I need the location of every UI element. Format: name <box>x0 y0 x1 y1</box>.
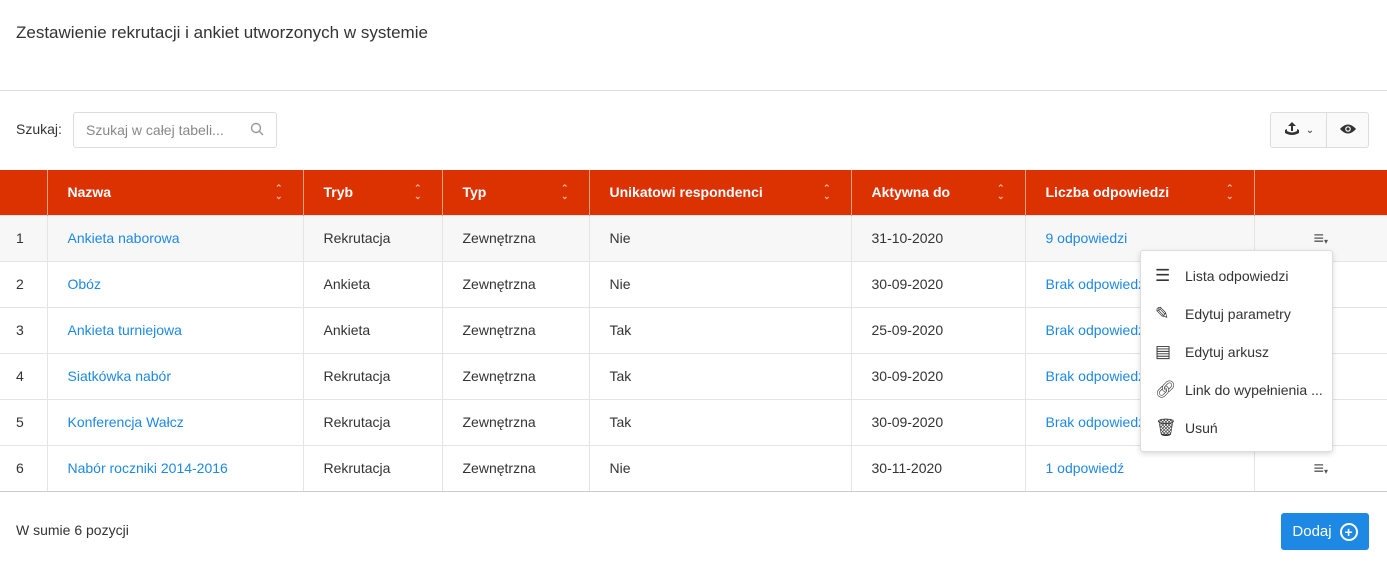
survey-name-link[interactable]: Obóz <box>47 260 304 307</box>
survey-name-link[interactable]: Konferencja Wałcz <box>47 398 304 445</box>
sheet-icon: ▤ <box>1155 342 1172 361</box>
mode-cell: Rekrutacja <box>303 352 443 399</box>
menu-item-label: Usuń <box>1185 420 1218 436</box>
column-header-answers[interactable]: Liczba odpowiedzi ⌃ ⌄ <box>1025 170 1255 215</box>
active-until-cell: 25-09-2020 <box>851 306 1026 353</box>
page-title: Zestawienie rekrutacji i ankiet utworzon… <box>16 23 428 42</box>
answers-link[interactable]: 9 odpowiedzi <box>1025 214 1255 261</box>
add-label: Dodaj <box>1292 523 1332 540</box>
row-number: 5 <box>0 398 48 445</box>
mode-cell: Rekrutacja <box>303 214 443 261</box>
unique-cell: Nie <box>589 214 852 261</box>
answers-link[interactable]: 1 odpowiedź <box>1025 444 1255 492</box>
unique-cell: Nie <box>589 260 852 307</box>
export-button[interactable]: ⌄ <box>1271 113 1327 147</box>
add-button[interactable]: Dodaj + <box>1281 513 1369 550</box>
search-icon <box>250 122 264 139</box>
type-cell: Zewnętrzna <box>442 214 590 261</box>
row-actions-menu: ☰ Lista odpowiedzi ✎ Edytuj parametry ▤ Edytu… <box>1140 250 1333 452</box>
column-header-actions <box>1254 170 1387 215</box>
export-icon <box>1283 121 1301 140</box>
divider <box>0 90 1387 91</box>
menu-item-label: Edytuj parametry <box>1185 306 1291 322</box>
total-count: W sumie 6 pozycji <box>16 522 129 538</box>
active-until-cell: 30-09-2020 <box>851 398 1026 445</box>
mode-cell: Ankieta <box>303 306 443 353</box>
sort-icon: ⌃ ⌄ <box>413 183 422 201</box>
unique-cell: Tak <box>589 352 852 399</box>
chevron-down-icon: ⌄ <box>1305 124 1315 136</box>
column-header-mode[interactable]: Tryb ⌃ ⌄ <box>303 170 443 215</box>
table-row: 5 Konferencja Wałcz Rekrutacja Zewnętrzn… <box>0 398 1387 445</box>
table-tools: ⌄ <box>1270 112 1369 148</box>
search-input[interactable]: Szukaj w całej tabeli... <box>73 112 277 148</box>
menu-item[interactable]: 🗑︎ Usuń <box>1141 409 1332 447</box>
type-cell: Zewnętrzna <box>442 444 590 492</box>
row-number: 4 <box>0 352 48 399</box>
hamburger-menu-icon: ≡▾ <box>1313 227 1329 248</box>
active-until-cell: 30-09-2020 <box>851 260 1026 307</box>
type-cell: Zewnętrzna <box>442 352 590 399</box>
table-row: 1 Ankieta naborowa Rekrutacja Zewnętrzna… <box>0 214 1387 261</box>
mode-cell: Rekrutacja <box>303 398 443 445</box>
survey-name-link[interactable]: Siatkówka nabór <box>47 352 304 399</box>
link-icon: 🔗︎ <box>1155 380 1177 399</box>
survey-name-link[interactable]: Ankieta turniejowa <box>47 306 304 353</box>
type-cell: Zewnętrzna <box>442 398 590 445</box>
surveys-table: Nazwa ⌃ ⌄ Tryb ⌃ ⌄ Typ ⌃ ⌄ Unikatowi responden… <box>0 170 1387 492</box>
menu-item[interactable]: ▤ Edytuj arkusz <box>1141 333 1332 371</box>
survey-name-link[interactable]: Ankieta naborowa <box>47 214 304 261</box>
visibility-button[interactable] <box>1327 113 1368 147</box>
mode-cell: Ankieta <box>303 260 443 307</box>
column-header-active[interactable]: Aktywna do ⌃ ⌄ <box>851 170 1026 215</box>
sort-icon: ⌃ ⌄ <box>274 183 283 201</box>
column-header-unique[interactable]: Unikatowi respondenci ⌃ ⌄ <box>589 170 852 215</box>
sort-icon: ⌃ ⌄ <box>1225 183 1234 201</box>
active-until-cell: 30-11-2020 <box>851 444 1026 492</box>
row-number: 2 <box>0 260 48 307</box>
row-actions-button[interactable]: ≡▾ <box>1254 214 1387 261</box>
menu-item[interactable]: ✎ Edytuj parametry <box>1141 295 1332 333</box>
table-row: 6 Nabór roczniki 2014-2016 Rekrutacja Ze… <box>0 444 1387 492</box>
unique-cell: Tak <box>589 398 852 445</box>
sort-icon: ⌃ ⌄ <box>996 183 1005 201</box>
menu-item[interactable]: 🔗︎ Link do wypełnienia ... <box>1141 371 1332 409</box>
column-header-name[interactable]: Nazwa ⌃ ⌄ <box>47 170 304 215</box>
unique-cell: Nie <box>589 444 852 492</box>
menu-item-label: Lista odpowiedzi <box>1185 268 1289 284</box>
search-placeholder: Szukaj w całej tabeli... <box>86 122 224 138</box>
edit-icon: ✎ <box>1155 304 1170 323</box>
list-icon: ☰ <box>1155 266 1171 285</box>
row-number: 3 <box>0 306 48 353</box>
row-number: 6 <box>0 444 48 492</box>
type-cell: Zewnętrzna <box>442 306 590 353</box>
sort-icon: ⌃ ⌄ <box>822 183 831 201</box>
column-header-type[interactable]: Typ ⌃ ⌄ <box>442 170 590 215</box>
row-number: 1 <box>0 214 48 261</box>
table-row: 2 Obóz Ankieta Zewnętrzna Nie 30-09-2020… <box>0 260 1387 307</box>
active-until-cell: 31-10-2020 <box>851 214 1026 261</box>
menu-item-label: Edytuj arkusz <box>1185 344 1270 360</box>
trash-icon: 🗑︎ <box>1155 418 1177 437</box>
menu-item[interactable]: ☰ Lista odpowiedzi <box>1141 257 1332 295</box>
survey-name-link[interactable]: Nabór roczniki 2014-2016 <box>47 444 304 492</box>
table-header: Nazwa ⌃ ⌄ Tryb ⌃ ⌄ Typ ⌃ ⌄ Unikatowi responden… <box>0 170 1387 215</box>
mode-cell: Rekrutacja <box>303 444 443 492</box>
sort-icon: ⌃ ⌄ <box>560 183 569 201</box>
column-header-no <box>0 170 48 215</box>
type-cell: Zewnętrzna <box>442 260 590 307</box>
search-label: Szukaj: <box>16 121 62 137</box>
plus-circle-icon: + <box>1339 522 1358 541</box>
eye-icon <box>1339 122 1357 138</box>
hamburger-menu-icon: ≡▾ <box>1313 457 1329 478</box>
unique-cell: Tak <box>589 306 852 353</box>
active-until-cell: 30-09-2020 <box>851 352 1026 399</box>
menu-item-label: Link do wypełnienia ... <box>1185 382 1323 398</box>
